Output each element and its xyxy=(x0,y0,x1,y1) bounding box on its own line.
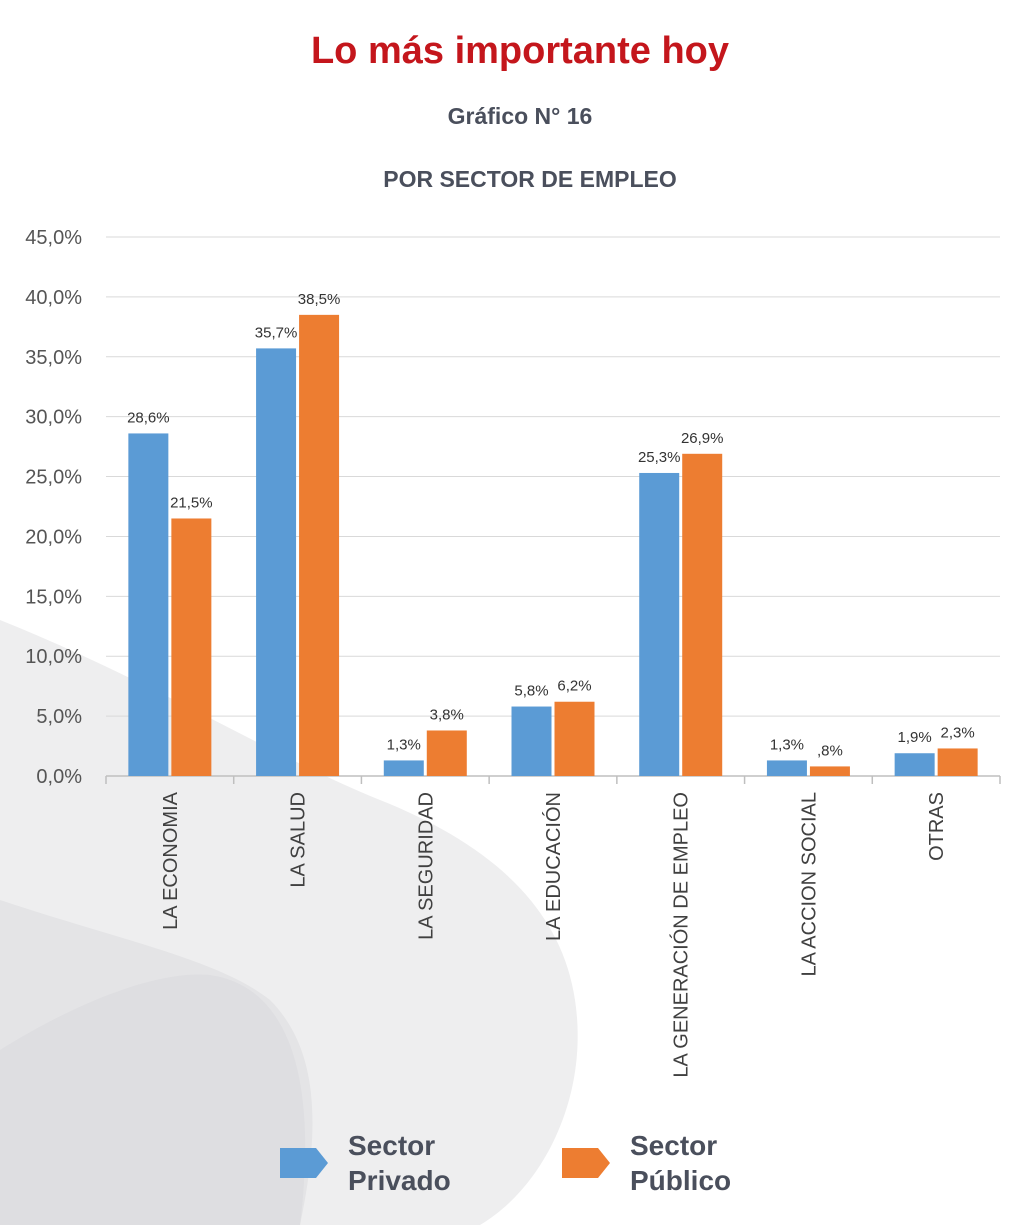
legend-item-sector-publico: Sector Público xyxy=(562,1128,790,1198)
bar xyxy=(426,730,467,776)
legend-label-line2: Público xyxy=(630,1165,732,1196)
data-label: 28,6% xyxy=(127,409,170,426)
x-category-label: LA GENERACIÓN DE EMPLEO xyxy=(670,792,693,1078)
chart-number: Gráfico N° 16 xyxy=(447,103,593,129)
y-tick-label: 0,0% xyxy=(36,766,82,788)
bar xyxy=(554,701,595,776)
data-label: 5,8% xyxy=(514,683,548,700)
data-label: 2,3% xyxy=(941,724,975,741)
x-category-label: OTRAS xyxy=(926,792,948,861)
data-label: 35,7% xyxy=(255,324,298,341)
y-tick-label: 25,0% xyxy=(25,467,82,489)
data-label: 26,9% xyxy=(681,430,724,447)
legend-label-line1: Sector xyxy=(630,1130,718,1161)
data-label: 1,9% xyxy=(898,729,932,746)
bar xyxy=(299,314,340,776)
bar xyxy=(383,760,424,776)
page-title: Lo más importante hoy xyxy=(310,30,730,72)
data-label: 1,3% xyxy=(387,736,421,753)
y-tick-label: 35,0% xyxy=(25,347,82,369)
bar xyxy=(256,348,297,776)
data-label: 6,2% xyxy=(557,678,591,695)
y-tick-label: 45,0% xyxy=(25,227,82,249)
x-category-label: LA ACCION SOCIAL xyxy=(798,792,820,977)
legend-label-line2: Privado xyxy=(348,1165,451,1196)
x-category-label: LA EDUCACIÓN xyxy=(542,792,565,941)
legend-label: Sector Público xyxy=(630,1128,790,1198)
legend-label: Sector Privado xyxy=(348,1128,508,1198)
y-tick-label: 30,0% xyxy=(25,407,82,429)
chart-title: POR SECTOR DE EMPLEO xyxy=(383,166,677,192)
x-category-label: LA SEGURIDAD xyxy=(415,792,437,940)
x-category-label: LA SALUD xyxy=(288,792,310,888)
bar xyxy=(766,760,807,776)
bar xyxy=(128,433,169,776)
data-label: 38,5% xyxy=(298,291,341,308)
chart-legend: Sector Privado Sector Público xyxy=(0,1128,1033,1208)
y-tick-label: 20,0% xyxy=(25,526,82,548)
y-tick-label: 5,0% xyxy=(36,706,82,728)
y-tick-label: 15,0% xyxy=(25,586,82,608)
legend-label-line1: Sector xyxy=(348,1130,436,1161)
x-category-label: LA ECONOMIA xyxy=(160,791,182,929)
data-label: 3,8% xyxy=(430,706,464,723)
data-label: 25,3% xyxy=(638,449,681,466)
data-label: ,8% xyxy=(817,742,843,759)
legend-swatch-publico xyxy=(562,1148,610,1178)
data-label: 21,5% xyxy=(170,494,213,511)
legend-swatch-privado xyxy=(280,1148,328,1178)
bar xyxy=(511,706,552,776)
bar xyxy=(639,472,680,776)
bar xyxy=(937,748,978,776)
bar xyxy=(809,766,850,776)
legend-item-sector-privado: Sector Privado xyxy=(280,1128,508,1198)
data-label: 1,3% xyxy=(770,736,804,753)
bar xyxy=(171,518,212,776)
y-tick-label: 40,0% xyxy=(25,287,82,309)
y-tick-label: 10,0% xyxy=(25,646,82,668)
bar xyxy=(682,453,723,776)
bar xyxy=(894,753,935,776)
